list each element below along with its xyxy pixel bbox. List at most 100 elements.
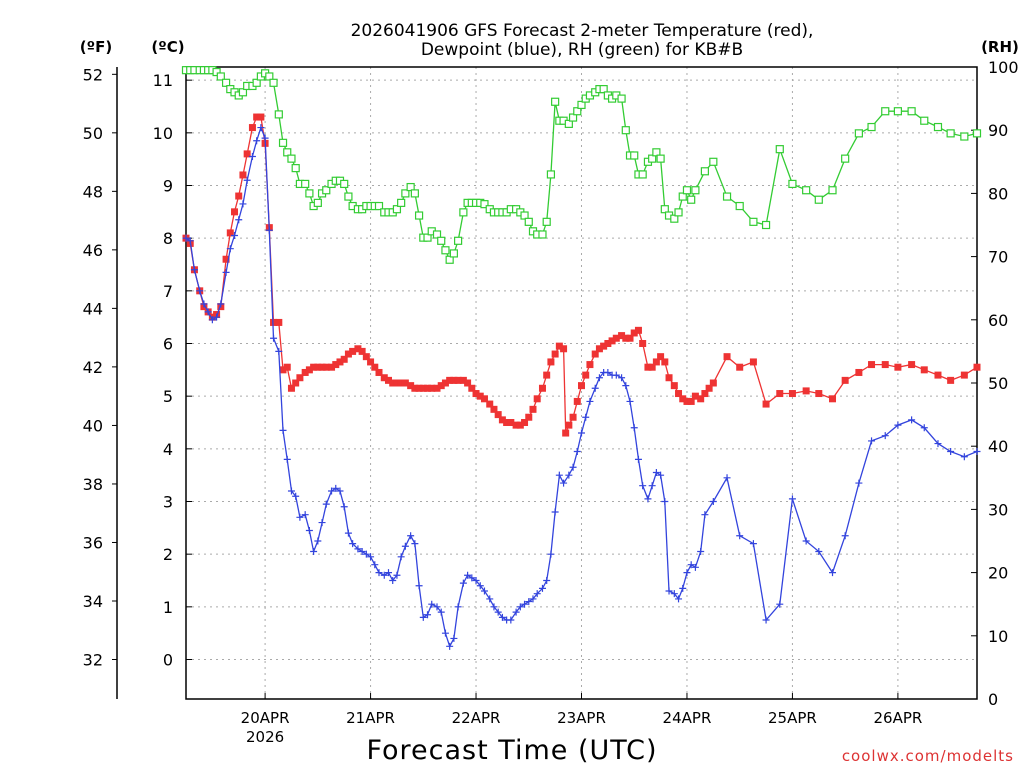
dewpoint-point	[454, 603, 462, 611]
dewpoint-point	[630, 424, 638, 432]
rh-point	[656, 154, 665, 163]
dewpoint-point	[657, 471, 665, 479]
temperature-point	[661, 358, 669, 366]
dewpoint-point	[604, 368, 612, 376]
dewpoint-point	[190, 266, 198, 274]
temperature-point	[691, 392, 699, 400]
temperature-point	[248, 124, 256, 132]
temperature-point	[296, 374, 304, 382]
dewpoint-point	[648, 482, 656, 490]
rh-point	[291, 164, 300, 173]
rh-point	[432, 230, 442, 239]
temperature-point	[275, 318, 283, 326]
dewpoint-point	[512, 608, 520, 616]
dewpoint-point	[261, 134, 269, 142]
rh-point	[551, 97, 560, 106]
rh-point	[700, 167, 709, 176]
rh-tick-label: 40	[988, 437, 1008, 456]
dewpoint-point	[486, 595, 494, 603]
temperature-point	[908, 361, 916, 369]
temperature-point	[582, 371, 590, 379]
dewpoint-point	[829, 569, 837, 577]
rh-point	[401, 189, 410, 198]
dewpoint-point	[407, 532, 415, 540]
dewpoint-point	[292, 492, 300, 500]
dewpoint-point	[691, 563, 699, 571]
c-tick-label: 3	[163, 493, 173, 512]
temperature-point	[310, 363, 318, 371]
dewpoint-point	[446, 642, 454, 650]
temperature-point	[776, 390, 784, 398]
temperature-point	[604, 340, 612, 347]
c-tick-label: 4	[163, 440, 173, 459]
x-tick-sublabel: 2026	[246, 728, 284, 746]
dewpoint-point	[908, 416, 916, 424]
rh-point	[691, 186, 700, 195]
dewpoint-point	[679, 584, 687, 592]
fahrenheit-unit-label: (ºF)	[80, 38, 112, 56]
temperature-point	[450, 376, 458, 384]
dewpoint-point	[310, 548, 318, 556]
rh-point	[423, 233, 432, 242]
dewpoint-point	[437, 608, 445, 616]
temperature-point	[934, 371, 942, 379]
dewpoint-point	[362, 550, 370, 558]
temperature-point	[679, 395, 687, 403]
dewpoint-point	[253, 137, 261, 145]
dewpoint-point	[305, 526, 313, 534]
dewpoint-point	[287, 487, 295, 495]
c-tick-label: 6	[163, 335, 173, 354]
temperature-point	[565, 421, 573, 429]
dewpoint-point	[569, 463, 577, 471]
dewpoint-point	[371, 561, 379, 569]
dewpoint-point	[920, 424, 928, 432]
dewpoint-point	[186, 237, 194, 245]
temperature-point	[639, 340, 647, 347]
temperature-point	[543, 371, 551, 379]
rh-point	[524, 217, 533, 226]
dewpoint-point	[235, 216, 243, 224]
temperature-point	[920, 366, 928, 374]
rh-point	[454, 236, 463, 245]
chart-title-line1: 2026041906 GFS Forecast 2-meter Temperat…	[351, 21, 814, 41]
dewpoint-point	[675, 595, 683, 603]
dewpoint-point	[349, 540, 357, 548]
temperature-point	[562, 429, 570, 437]
temperature-point	[468, 384, 476, 392]
dewpoint-point	[428, 600, 436, 608]
temperature-point	[670, 382, 678, 390]
dewpoint-point	[243, 176, 251, 184]
dewpoint-point	[543, 577, 551, 584]
temperature-point	[701, 390, 709, 398]
rh-point	[599, 85, 608, 94]
dewpoint-point	[301, 511, 309, 519]
rh-point	[867, 122, 876, 132]
temperature-point	[243, 150, 251, 158]
c-tick-label: 2	[163, 545, 173, 564]
f-tick-label: 34	[83, 592, 103, 611]
temperature-point	[622, 334, 630, 342]
temperature-point	[529, 405, 537, 413]
temperature-point	[332, 361, 340, 369]
temperature-point	[648, 363, 656, 371]
c-tick-label: 10	[153, 124, 173, 143]
dewpoint-point	[200, 300, 208, 308]
temperature-point	[736, 363, 744, 371]
dewpoint-point	[960, 453, 968, 461]
rh-point	[788, 179, 797, 189]
dewpoint-point	[204, 308, 212, 316]
dewpoint-point	[802, 537, 810, 545]
plot-frame	[185, 66, 978, 700]
dewpoint-point	[841, 532, 849, 540]
temperature-point	[336, 358, 344, 366]
dewpoint-point	[279, 426, 287, 434]
temperature-point	[371, 363, 379, 371]
f-tick-label: 42	[83, 358, 103, 377]
temperature-point	[424, 384, 432, 392]
dewpoint-point	[934, 440, 942, 448]
dewpoint-point	[322, 500, 330, 508]
temperature-point	[472, 390, 480, 398]
temperature-point	[305, 366, 313, 374]
rh-tick-label: 20	[988, 564, 1008, 583]
